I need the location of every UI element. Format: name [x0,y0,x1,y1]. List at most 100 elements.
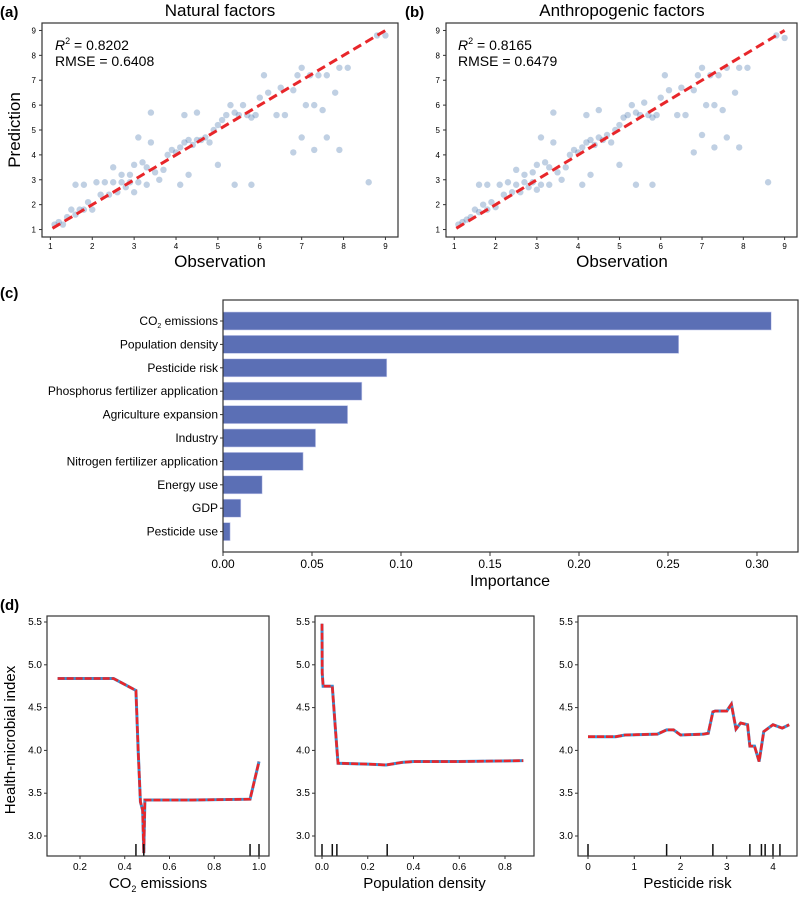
y-tick-label: 5.0 [559,660,573,671]
x-tick-label: 0 [585,862,591,873]
x-tick-label: 6 [659,242,664,251]
data-point [521,179,528,186]
plot-frame [577,615,798,857]
y-tick-label: 4 [436,151,441,160]
chart-title: Anthropogenic factors [539,1,704,20]
data-point [331,89,339,96]
x-tick-label: 9 [383,242,388,251]
category-label: Pesticide use [147,525,219,539]
x-tick-label: 2 [493,242,498,251]
x-tick-label: 0.8 [207,862,221,873]
data-point [628,101,636,109]
x-tick-label: 0.0 [315,862,329,873]
data-point [80,181,88,188]
y-tick-label: 3.5 [296,788,310,799]
data-point [641,99,648,106]
data-point [541,159,549,166]
y-tick-label: 5 [32,126,37,135]
x-tick-label: 4 [770,862,776,873]
data-point [595,134,602,141]
x-axis-label: Observation [576,252,668,271]
x-tick-label: 3 [724,862,730,873]
data-point [260,72,268,79]
x-tick-label: 0.20 [567,557,591,571]
y-tick-label: 3.0 [559,831,573,842]
bar [222,428,316,448]
data-point [554,169,561,176]
data-point [147,139,155,146]
x-tick-label: 0.4 [118,862,132,873]
data-point [603,131,611,139]
y-tick-label: 2 [32,201,37,210]
data-point [781,34,788,42]
data-point [550,109,557,116]
data-point [570,146,578,154]
data-point [500,191,508,198]
data-point [459,218,466,226]
y-tick-label: 4.5 [296,703,310,714]
data-point [645,111,652,119]
rmse-annotation: RMSE = 0.6408 [55,53,154,69]
data-point [59,221,67,228]
bar [222,311,772,331]
data-point [118,179,125,186]
data-point [537,181,545,188]
data-point [583,139,590,146]
data-point [68,206,75,213]
data-point [160,166,167,174]
pdp-line-dashed [588,700,790,762]
data-point [227,101,234,109]
y-tick-label: 4.0 [28,745,42,756]
data-point [231,181,238,188]
x-tick-label: 7 [299,242,304,251]
y-tick-label: 8 [32,51,37,60]
x-axis-label: CO2 emissions [109,875,207,894]
data-point [533,186,541,193]
y-tick-label: 3.5 [559,788,573,799]
data-point [164,151,171,159]
x-tick-label: 0.2 [361,862,375,873]
data-point [248,114,255,121]
data-point [214,161,222,169]
data-point [657,94,664,101]
data-point [508,189,516,196]
x-tick-label: 1.0 [252,862,266,873]
data-point [248,181,255,188]
data-point [632,181,640,188]
x-tick-label: 0.2 [73,862,87,873]
y-tick-label: 5.0 [296,660,310,671]
data-point [122,184,129,191]
data-point [521,171,528,178]
category-label: GDP [192,501,218,515]
x-tick-label: 0.10 [389,557,413,571]
data-point [711,101,718,109]
x-tick-label: 0.00 [211,557,235,571]
data-point [135,179,142,186]
x-tick-label: 4 [174,242,179,251]
category-label: Industry [175,431,218,445]
data-point [214,121,222,129]
data-point [513,181,520,188]
data-point [315,72,322,79]
data-point [546,181,553,188]
bar [222,522,231,541]
data-point [558,176,565,183]
data-point [231,109,238,116]
plot-frame [314,615,535,857]
data-point [252,111,259,119]
data-point [344,64,351,71]
category-label: CO2 emissions [139,314,218,330]
data-point [649,181,656,188]
y-axis-label: Prediction [5,92,24,168]
data-point [735,64,743,71]
reference-line [455,29,786,230]
y-tick-label: 5.5 [296,617,310,628]
data-point [624,111,631,119]
data-point [579,144,586,151]
data-point [256,94,263,101]
data-point [277,84,284,91]
y-tick-label: 8 [436,51,441,60]
x-axis-label: Population density [363,875,486,892]
data-point [735,144,743,151]
